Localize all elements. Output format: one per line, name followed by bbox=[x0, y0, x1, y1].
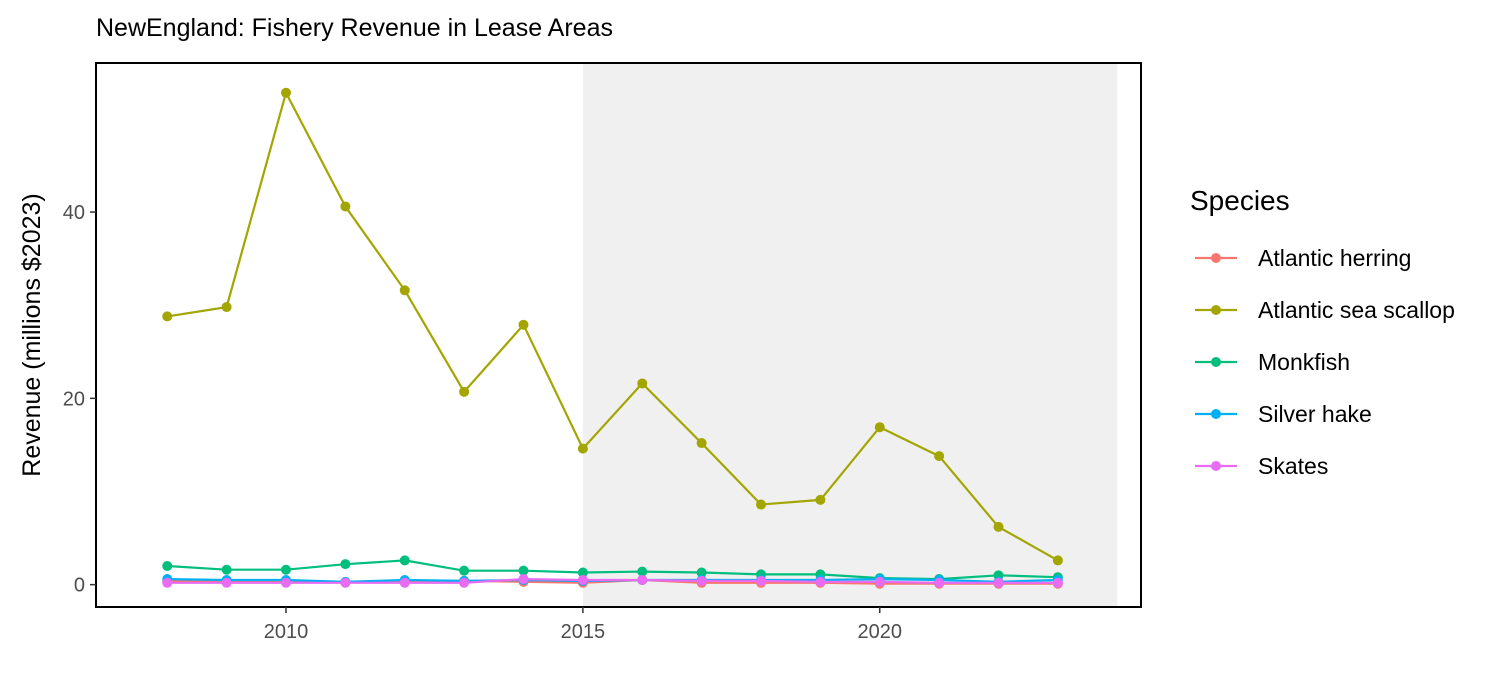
legend-label: Atlantic herring bbox=[1258, 245, 1411, 271]
data-point-atlantic-sea-scallop bbox=[696, 438, 707, 449]
data-point-monkfish bbox=[459, 565, 470, 576]
data-point-atlantic-sea-scallop bbox=[162, 311, 173, 322]
data-point-atlantic-sea-scallop bbox=[459, 386, 470, 397]
legend-label: Atlantic sea scallop bbox=[1258, 297, 1455, 323]
data-point-skates bbox=[756, 575, 766, 586]
x-tick-label: 2015 bbox=[561, 621, 606, 643]
series-line-skates bbox=[167, 577, 1058, 584]
data-point-monkfish bbox=[221, 564, 232, 575]
data-point-skates bbox=[637, 574, 648, 585]
shaded-region bbox=[582, 63, 1118, 607]
x-tick-label: 2020 bbox=[858, 621, 903, 643]
data-point-skates bbox=[518, 574, 529, 585]
data-point-atlantic-sea-scallop bbox=[934, 451, 945, 462]
data-point-skates bbox=[874, 576, 885, 587]
y-tick-label: 0 bbox=[74, 575, 85, 597]
data-point-skates bbox=[934, 577, 945, 588]
y-axis-title: Revenue (millions $2023) bbox=[18, 193, 46, 476]
chart-title: NewEngland: Fishery Revenue in Lease Are… bbox=[96, 14, 613, 42]
legend-label: Silver hake bbox=[1258, 401, 1372, 427]
series-line-atlantic-sea-scallop bbox=[167, 89, 1059, 562]
data-point-skates bbox=[459, 577, 470, 588]
data-point-skates bbox=[1052, 577, 1063, 588]
legend-key-point bbox=[1211, 461, 1221, 471]
data-point-atlantic-sea-scallop bbox=[281, 87, 291, 98]
data-point-monkfish bbox=[340, 559, 351, 570]
data-point-monkfish bbox=[162, 561, 173, 572]
data-point-skates bbox=[993, 577, 1004, 588]
data-point-atlantic-sea-scallop bbox=[874, 422, 885, 433]
data-point-monkfish bbox=[518, 565, 529, 576]
data-point-monkfish bbox=[696, 567, 707, 578]
data-point-atlantic-sea-scallop bbox=[637, 378, 648, 389]
series-skates bbox=[162, 574, 1063, 588]
data-point-skates bbox=[696, 575, 707, 586]
legend-key-point bbox=[1211, 305, 1221, 315]
data-point-monkfish bbox=[637, 566, 648, 577]
legend-key-point bbox=[1211, 409, 1221, 419]
data-point-monkfish bbox=[577, 567, 588, 578]
legend-key-point bbox=[1211, 357, 1221, 367]
data-point-skates bbox=[221, 577, 232, 588]
legend-item-atlantic-sea-scallop: Atlantic sea scallop bbox=[1195, 297, 1455, 323]
y-tick-label: 40 bbox=[63, 202, 85, 224]
data-point-atlantic-sea-scallop bbox=[399, 285, 410, 296]
data-point-skates bbox=[399, 577, 410, 588]
legend-item-monkfish: Monkfish bbox=[1195, 349, 1350, 375]
data-point-atlantic-sea-scallop bbox=[815, 494, 826, 505]
y-tick-label: 20 bbox=[63, 388, 85, 410]
data-point-skates bbox=[162, 577, 173, 588]
legend-label: Skates bbox=[1258, 453, 1328, 479]
legend-label: Monkfish bbox=[1258, 349, 1350, 375]
series-atlantic-sea-scallop bbox=[162, 87, 1063, 566]
data-point-atlantic-sea-scallop bbox=[993, 521, 1004, 532]
axes: 0 20 40 2010 2015 2020 bbox=[63, 202, 902, 643]
plot-panel-border bbox=[95, 62, 1142, 608]
series-layer bbox=[162, 87, 1063, 589]
shaded-region-rect bbox=[582, 63, 1118, 607]
data-point-monkfish bbox=[399, 555, 410, 566]
legend-item-atlantic-herring: Atlantic herring bbox=[1195, 245, 1411, 271]
data-point-atlantic-sea-scallop bbox=[1052, 555, 1063, 566]
data-point-atlantic-sea-scallop bbox=[221, 302, 232, 313]
x-tick-label: 2010 bbox=[264, 621, 309, 643]
data-point-atlantic-sea-scallop bbox=[577, 443, 588, 454]
legend: Species Atlantic herring Atlantic sea scal… bbox=[1190, 185, 1455, 479]
legend-item-skates: Skates bbox=[1195, 453, 1328, 479]
legend-title: Species bbox=[1190, 185, 1290, 216]
data-point-skates bbox=[815, 576, 826, 587]
data-point-atlantic-sea-scallop bbox=[756, 499, 766, 510]
data-point-skates bbox=[340, 577, 351, 588]
data-point-skates bbox=[577, 574, 588, 585]
data-point-atlantic-sea-scallop bbox=[340, 201, 351, 212]
data-point-skates bbox=[281, 577, 291, 588]
legend-item-silver-hake: Silver hake bbox=[1195, 401, 1372, 427]
legend-key-point bbox=[1211, 253, 1221, 263]
data-point-monkfish bbox=[281, 564, 291, 575]
data-point-atlantic-sea-scallop bbox=[518, 319, 529, 330]
